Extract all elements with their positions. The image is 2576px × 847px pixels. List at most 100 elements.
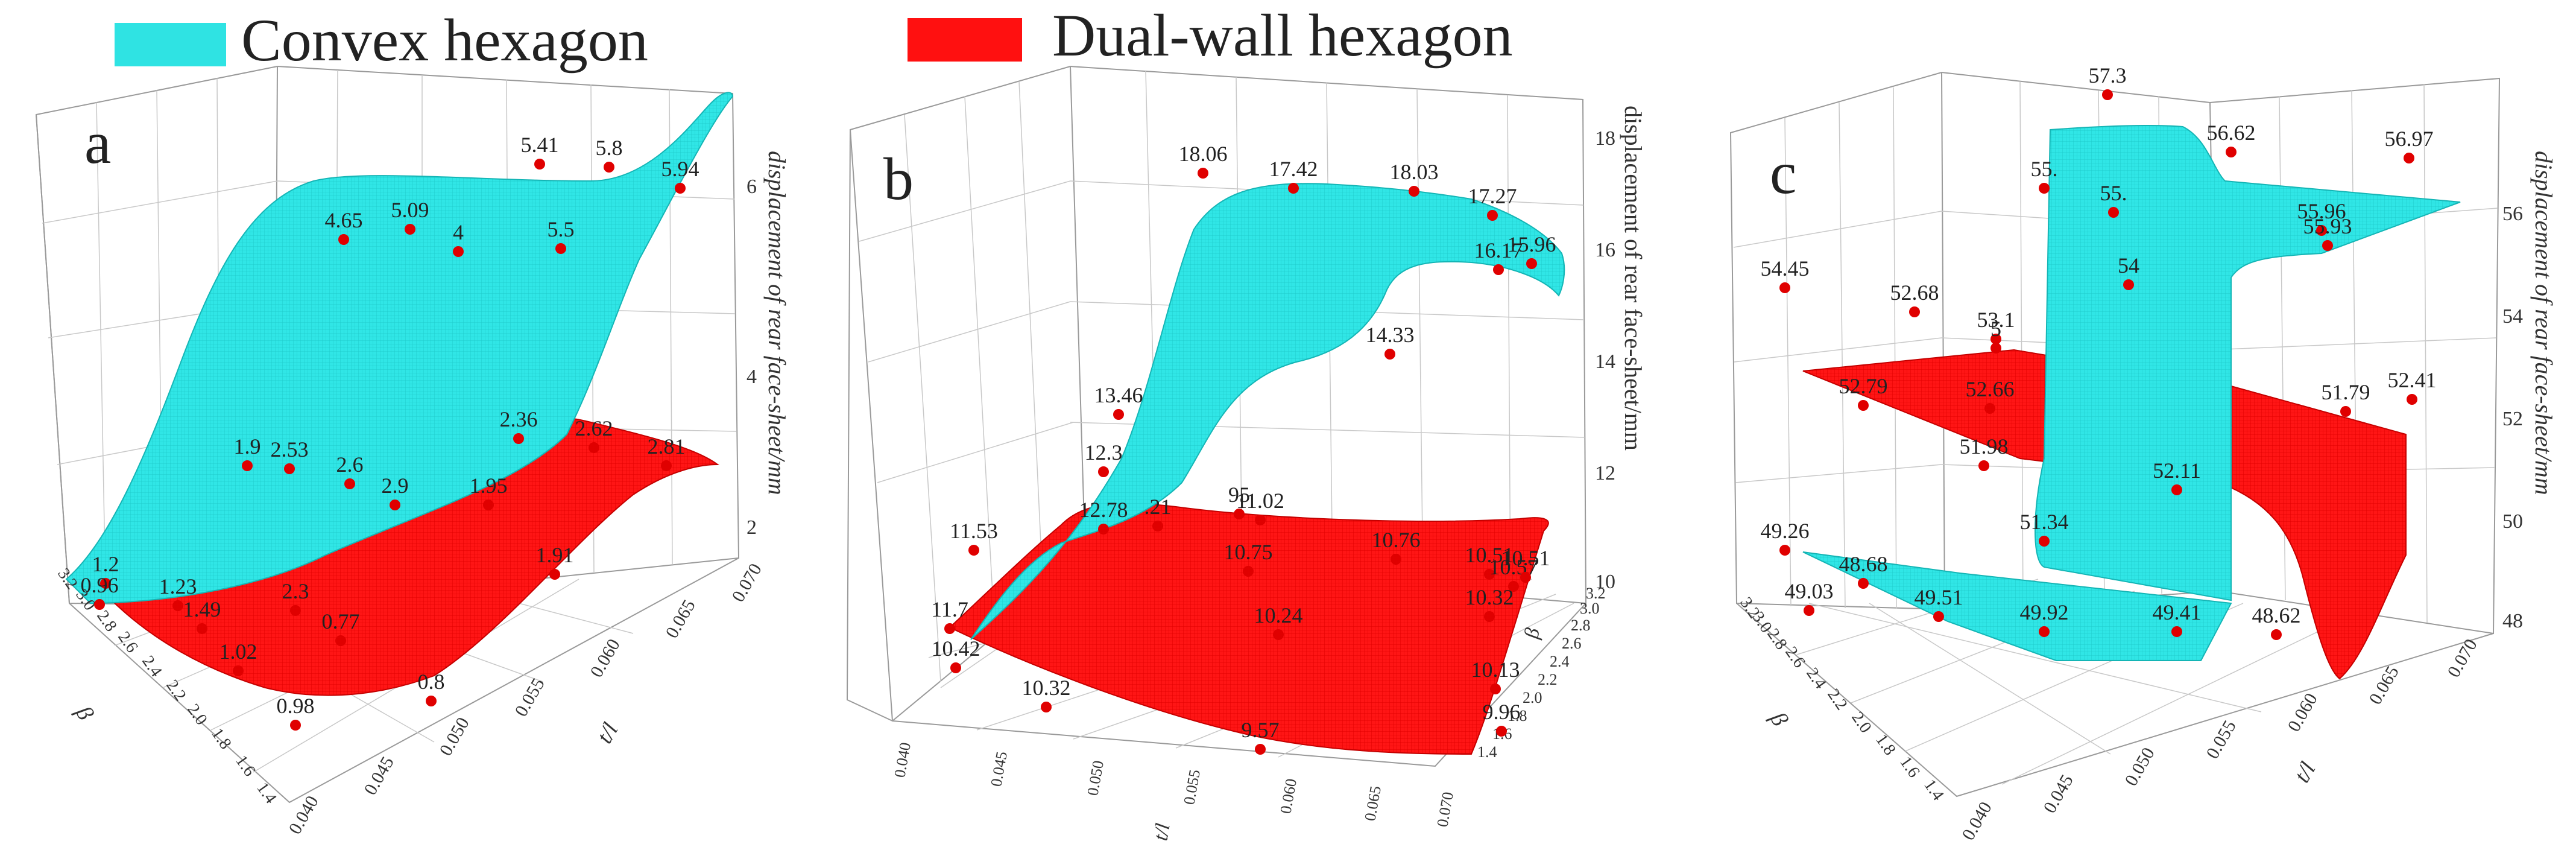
- panel-c-data-point: [2171, 484, 2182, 495]
- panel-a-x-tick: 0.040: [285, 793, 322, 838]
- panel-b-data-point: [950, 662, 961, 673]
- panel-a-y-tick: 2.2: [162, 676, 189, 704]
- panel-c-point-label: 51.34: [2020, 510, 2069, 534]
- panel-a-y-tick: 2.0: [183, 700, 210, 728]
- panel-b-point-label: 17.42: [1269, 157, 1318, 181]
- panel-c-point-label: 54: [2118, 253, 2139, 278]
- panel-a-z-axis: 2 4 6 displacement of rear face-sheet/mm: [747, 151, 791, 539]
- panel-a-point-label: 2.53: [271, 437, 309, 462]
- panel-c-point-label: 5: [1990, 317, 2001, 341]
- panel-a-point-label: 5.5: [548, 217, 575, 241]
- panel-b-data-point: [1273, 629, 1284, 640]
- panel-c-data-point: [2271, 629, 2282, 640]
- panel-b-point-label: 12.3: [1085, 440, 1123, 465]
- panel-b-surface-convex: [970, 183, 1565, 640]
- panel-c-point-label: 55.93: [2303, 214, 2352, 238]
- panel-a-data-point: [242, 460, 253, 471]
- panel-c-y-tick: 1.4: [1920, 776, 1947, 804]
- panel-b-point-label: 10.32: [1465, 585, 1514, 609]
- panel-a-y-tick: 1.8: [207, 725, 235, 752]
- panel-a-point-label: 1.49: [183, 597, 221, 621]
- panel-b-x-axis: 0.040 0.045 0.050 0.055 0.060 0.065 0.07…: [891, 741, 1457, 842]
- panel-a-point-label: 5.94: [661, 157, 699, 181]
- panel-b-data-point: [968, 545, 979, 556]
- panel-b-data-point: [1098, 466, 1109, 477]
- panel-b-data-point: [1487, 210, 1498, 221]
- panel-a-data-point: [661, 460, 672, 471]
- panel-a-z-tick: 4: [747, 366, 757, 388]
- panel-a-x-tick: 0.045: [360, 753, 397, 799]
- panel-a-data-point: [426, 696, 437, 706]
- panel-c-y-tick: 2.0: [1848, 708, 1875, 736]
- panel-c-data-point: [1933, 611, 1944, 622]
- panel-a-x-tick: 0.060: [586, 636, 623, 681]
- panel-a-data-point: [338, 234, 349, 245]
- panel-a-point-label: 2.62: [575, 416, 613, 440]
- panel-b-data-point: [944, 623, 955, 634]
- panel-c-surface-convex: [1802, 124, 2461, 661]
- panel-c-data-point: [1990, 334, 2001, 344]
- panel-b-data-point: [1493, 264, 1504, 275]
- panel-b-data-point: [1255, 744, 1266, 755]
- panel-c-z-tick: 56: [2502, 203, 2523, 225]
- panel-b-data-point: [1243, 566, 1254, 577]
- panel-c-x-label: t/l: [2289, 758, 2320, 787]
- panel-b-z-axis: 10 12 14 16 18 displacement of rear face…: [1595, 106, 1647, 593]
- panel-c-point-label: 49.92: [2020, 600, 2069, 624]
- panel-b-y-tick: 2.2: [1538, 671, 1558, 688]
- panel-c-data-point: [1909, 306, 1920, 317]
- panel-b-y-tick: 3.0: [1580, 600, 1600, 617]
- panel-c-surface-dual: [1802, 349, 2407, 680]
- panel-c-point-label: 54.45: [1761, 256, 1810, 281]
- panel-c-z-tick: 50: [2502, 510, 2523, 533]
- panel-b-data-point: [1484, 569, 1495, 580]
- panel-b-y-label: β: [1520, 626, 1544, 641]
- panel-c-x-axis: 0.040 0.045 0.050 0.055 0.060 0.065 0.07…: [1958, 636, 2481, 844]
- panel-b-y-tick: 2.4: [1550, 653, 1570, 670]
- panel-b-data-point: [1198, 168, 1208, 179]
- panel-c-letter: c: [1770, 139, 1796, 206]
- panel-c-data-point: [2340, 406, 2351, 417]
- panel-b-data-point: [1098, 524, 1109, 535]
- panel-a-data-point: [290, 720, 301, 731]
- panel-b-surface-dual: [949, 503, 1549, 755]
- panel-b-point-label: 10.42: [932, 636, 980, 661]
- panel-a-point-label: 1.02: [219, 639, 257, 664]
- panel-c-z-tick: 48: [2502, 610, 2523, 632]
- panel-c-point-label: 52.79: [1839, 374, 1888, 398]
- panel-c-point-label: 49.41: [2153, 600, 2202, 624]
- panel-a-data-point: [233, 665, 244, 676]
- panel-a-surface-convex: [65, 92, 734, 604]
- panel-a-x-tick: 0.065: [661, 597, 699, 642]
- panel-c-data-point: [1984, 403, 1995, 414]
- panel-c-data-point: [2039, 536, 2050, 547]
- panel-a-point-label: 1.91: [536, 543, 574, 567]
- panel-a-data-point: [290, 605, 301, 616]
- legend-swatch-convex: [115, 23, 226, 66]
- panel-a-point-label: 2.36: [500, 407, 538, 431]
- panel-a-point-label: 5.41: [521, 133, 559, 157]
- panel-a-data-point: [604, 162, 614, 173]
- panel-a-z-tick: 6: [747, 176, 757, 198]
- panel-a-point-label: 0.77: [322, 609, 360, 633]
- panel-b-letter: b: [883, 145, 914, 212]
- panel-b-point-label: 14.33: [1366, 323, 1415, 347]
- panel-a-data-point: [335, 635, 346, 646]
- panel-b-data-point: [1526, 258, 1537, 269]
- panel-a-data-point: [453, 246, 464, 257]
- panel-b-data-point: [1484, 611, 1495, 622]
- panel-a: 2 4 6 displacement of rear face-sheet/mm…: [35, 65, 791, 838]
- panel-a-data-point: [675, 183, 686, 194]
- panel-b-point-label: 18.06: [1179, 142, 1228, 166]
- panel-c-data-point: [2226, 147, 2237, 157]
- panel-c-y-axis: 1.4 1.6 1.8 2.0 2.2 2.4 2.6 2.8 3.0 3.2 …: [1736, 594, 1947, 804]
- panel-b-z-tick: 18: [1595, 127, 1615, 150]
- panel-b-data-point: [1288, 183, 1299, 194]
- panel-b-point-label: 11.7: [931, 597, 968, 621]
- panel-c-point-label: 55.: [2031, 157, 2058, 181]
- panel-c-x-tick: 0.070: [2443, 636, 2481, 681]
- panel-c-data-point: [2171, 626, 2182, 637]
